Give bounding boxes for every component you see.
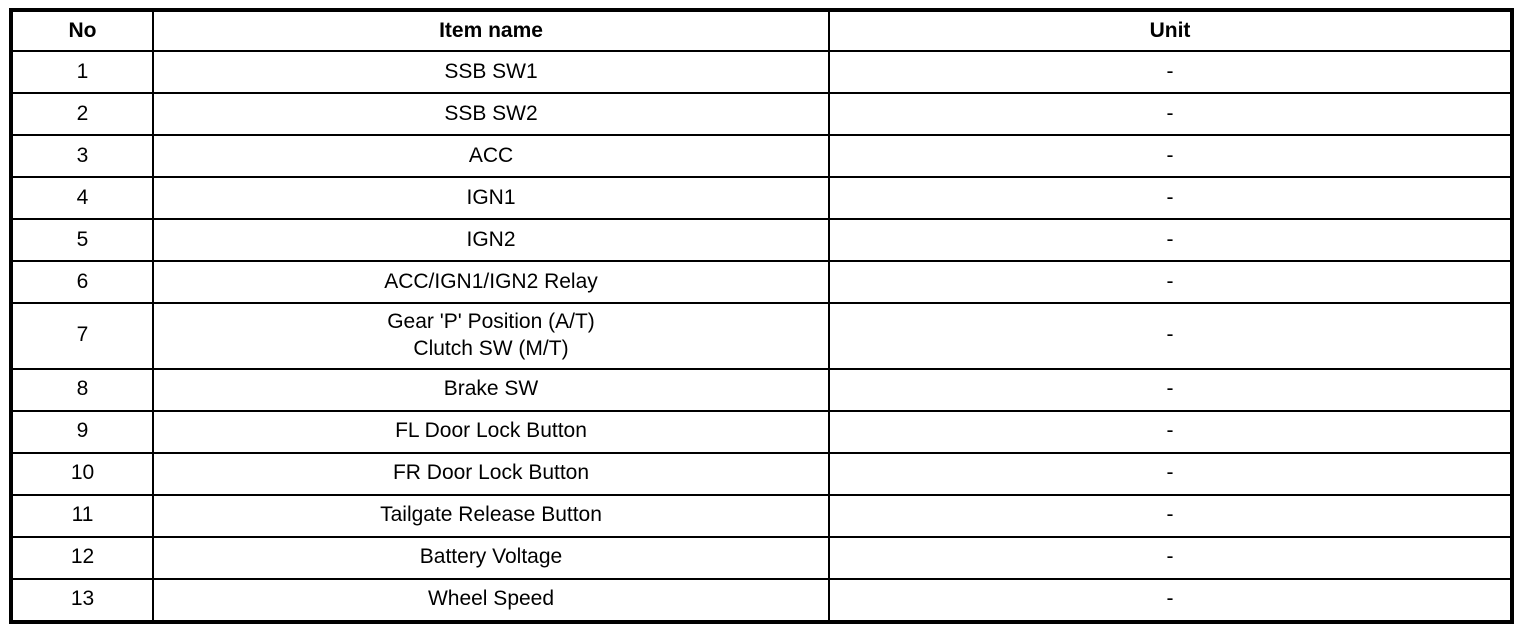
cell-unit: - (828, 577, 1513, 623)
table-row: 11 Tailgate Release Button - (10, 493, 1513, 538)
table-row: 9 FL Door Lock Button - (10, 409, 1513, 454)
cell-no: 3 (10, 134, 154, 178)
cell-item-name: Gear 'P' Position (A/T) Clutch SW (M/T) (152, 302, 830, 370)
cell-no: 8 (10, 367, 154, 412)
cell-item-name: Brake SW (152, 367, 830, 412)
cell-unit: - (828, 176, 1513, 220)
cell-no: 2 (10, 92, 154, 136)
table-row: 6 ACC/IGN1/IGN2 Relay - (10, 260, 1513, 304)
cell-unit: - (828, 367, 1513, 412)
cell-unit: - (828, 409, 1513, 454)
cell-unit: - (828, 302, 1513, 370)
table-row: 10 FR Door Lock Button - (10, 451, 1513, 496)
table-row: 12 Battery Voltage - (10, 535, 1513, 580)
cell-unit: - (828, 493, 1513, 538)
cell-unit: - (828, 50, 1513, 94)
cell-no: 5 (10, 218, 154, 262)
header-item-name: Item name (152, 9, 830, 52)
table-row: 3 ACC - (10, 134, 1513, 178)
cell-no: 4 (10, 176, 154, 220)
table-header: No Item name Unit (10, 9, 1513, 52)
table-row: 8 Brake SW - (10, 367, 1513, 412)
cell-unit: - (828, 92, 1513, 136)
cell-item-name: IGN1 (152, 176, 830, 220)
cell-item-name: FL Door Lock Button (152, 409, 830, 454)
cell-item-name: SSB SW2 (152, 92, 830, 136)
header-unit: Unit (828, 9, 1513, 52)
table-row: 2 SSB SW2 - (10, 92, 1513, 136)
cell-item-name: Battery Voltage (152, 535, 830, 580)
cell-no: 12 (10, 535, 154, 580)
item-unit-table: No Item name Unit 1 SSB SW1 - 2 SSB SW2 … (9, 8, 1514, 624)
cell-unit: - (828, 134, 1513, 178)
cell-no: 6 (10, 260, 154, 304)
cell-unit: - (828, 260, 1513, 304)
cell-no: 11 (10, 493, 154, 538)
cell-item-name: ACC (152, 134, 830, 178)
header-no: No (10, 9, 154, 52)
table-row: 5 IGN2 - (10, 218, 1513, 262)
cell-no: 13 (10, 577, 154, 623)
table-row: 13 Wheel Speed - (10, 577, 1513, 623)
cell-item-name: IGN2 (152, 218, 830, 262)
cell-no: 1 (10, 50, 154, 94)
table-row: 7 Gear 'P' Position (A/T) Clutch SW (M/T… (10, 302, 1513, 370)
cell-no: 7 (10, 302, 154, 370)
cell-item-name: FR Door Lock Button (152, 451, 830, 496)
cell-item-name: Wheel Speed (152, 577, 830, 623)
cell-unit: - (828, 218, 1513, 262)
header-row: No Item name Unit (10, 9, 1513, 52)
cell-item-name: SSB SW1 (152, 50, 830, 94)
table-row: 1 SSB SW1 - (10, 50, 1513, 94)
cell-no: 10 (10, 451, 154, 496)
table-body: 1 SSB SW1 - 2 SSB SW2 - 3 ACC - 4 IGN1 -… (10, 50, 1513, 623)
cell-unit: - (828, 451, 1513, 496)
cell-no: 9 (10, 409, 154, 454)
cell-unit: - (828, 535, 1513, 580)
cell-item-name: Tailgate Release Button (152, 493, 830, 538)
cell-item-name: ACC/IGN1/IGN2 Relay (152, 260, 830, 304)
table-row: 4 IGN1 - (10, 176, 1513, 220)
